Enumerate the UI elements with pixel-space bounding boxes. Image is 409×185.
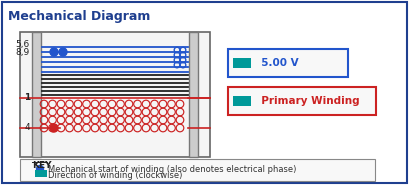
FancyBboxPatch shape	[20, 159, 375, 181]
FancyBboxPatch shape	[20, 32, 210, 157]
Text: 1: 1	[24, 93, 30, 102]
FancyBboxPatch shape	[2, 2, 407, 183]
Text: 5.00 V: 5.00 V	[254, 58, 299, 68]
FancyBboxPatch shape	[228, 49, 348, 77]
Text: Direction of winding (clockwise): Direction of winding (clockwise)	[48, 171, 182, 181]
Circle shape	[59, 48, 67, 56]
Text: KEY: KEY	[32, 161, 52, 170]
Circle shape	[50, 124, 58, 132]
Text: Mechanical Diagram: Mechanical Diagram	[8, 10, 151, 23]
Text: Mechanical start of winding (also denotes electrical phase): Mechanical start of winding (also denote…	[48, 164, 297, 174]
FancyBboxPatch shape	[233, 96, 251, 106]
FancyBboxPatch shape	[233, 58, 251, 68]
FancyBboxPatch shape	[35, 170, 47, 177]
FancyBboxPatch shape	[228, 87, 376, 115]
Text: 4: 4	[25, 124, 30, 132]
Text: 8,9: 8,9	[16, 48, 30, 56]
Circle shape	[36, 166, 43, 172]
FancyBboxPatch shape	[189, 32, 198, 157]
Circle shape	[50, 48, 58, 56]
Text: Primary Winding: Primary Winding	[254, 96, 360, 106]
Text: 5,6: 5,6	[16, 41, 30, 50]
FancyBboxPatch shape	[32, 32, 41, 157]
